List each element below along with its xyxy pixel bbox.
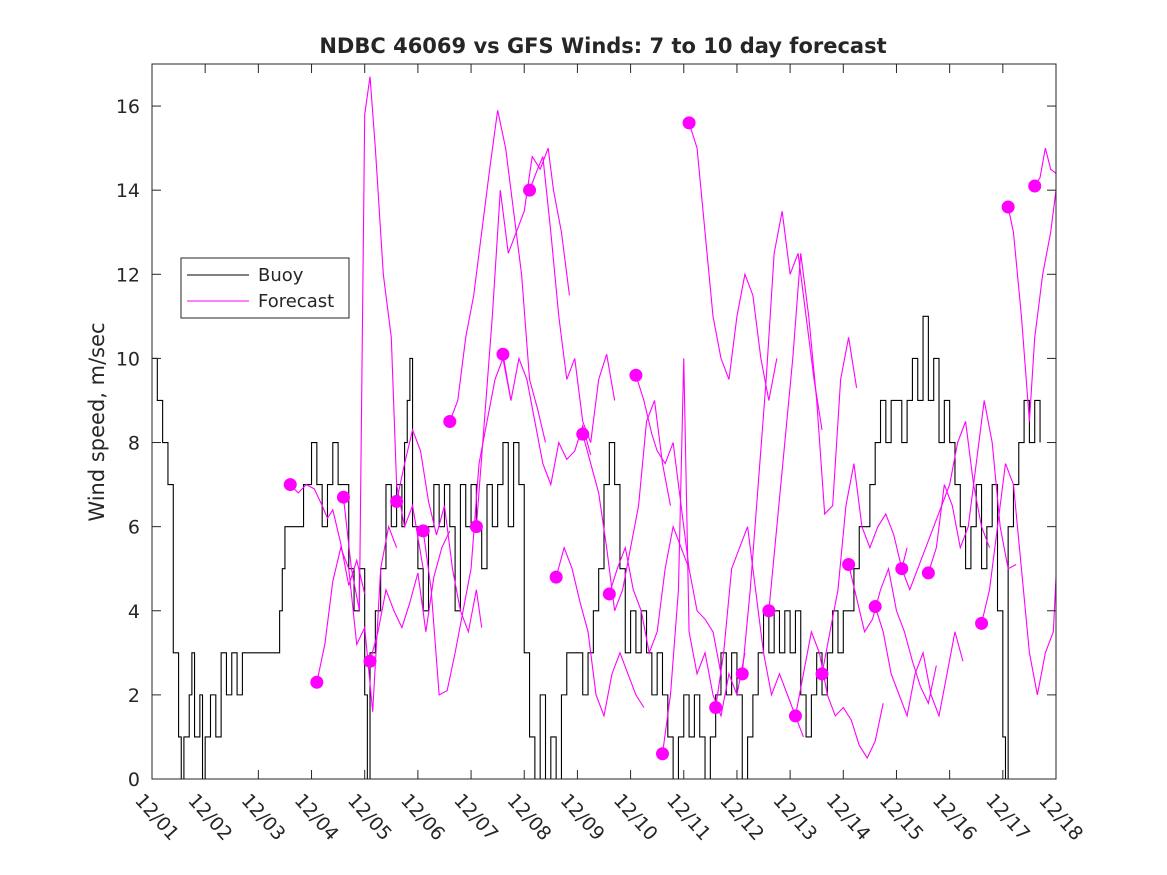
- forecast-series-line-2: [316, 524, 398, 712]
- legend-box: [180, 257, 350, 319]
- forecast-marker-5: [416, 524, 430, 538]
- buoy-series-line: [152, 315, 1041, 779]
- forecast-series-line-24: [901, 421, 991, 592]
- chart-title: NDBC 46069 vs GFS Winds: 7 to 10 day for…: [319, 34, 886, 58]
- forecast-series-line-7: [449, 110, 547, 443]
- forecast-marker-19: [788, 709, 802, 723]
- forecast-marker-11: [576, 427, 590, 441]
- forecast-series-line-25: [927, 400, 1017, 574]
- forecast-marker-16: [709, 701, 723, 714]
- forecast-series-line-20: [794, 629, 884, 760]
- forecast-marker-6: [443, 415, 457, 428]
- forecast-series-line-27: [1007, 190, 1056, 422]
- forecast-marker-20: [815, 667, 829, 681]
- legend-forecast-label: Forecast: [258, 291, 334, 312]
- forecast-marker-18: [762, 604, 776, 618]
- axes-box: [151, 63, 1057, 780]
- y-tick-label: 8: [128, 433, 140, 455]
- forecast-marker-25: [975, 616, 989, 630]
- forecast-marker-14: [655, 747, 669, 761]
- y-tick-label: 10: [116, 348, 140, 370]
- forecast-series-line-14: [635, 375, 722, 674]
- forecast-marker-17: [735, 667, 749, 681]
- plot-area: [152, 76, 1056, 779]
- forecast-marker-22: [868, 600, 882, 614]
- forecast-series-line-10: [529, 156, 616, 443]
- forecast-series-line-18: [741, 211, 823, 674]
- forecast-marker-4: [390, 494, 404, 508]
- forecast-marker-3: [363, 654, 377, 668]
- y-tick-label: 14: [116, 180, 140, 202]
- forecast-series-line-8: [475, 147, 570, 527]
- legend: Buoy Forecast: [180, 257, 350, 319]
- forecast-series-line-28: [1034, 147, 1056, 187]
- forecast-series-line-13: [608, 524, 690, 655]
- forecast-marker-15: [682, 116, 696, 130]
- forecast-series-line-3: [342, 76, 424, 611]
- forecast-series-line-21: [821, 463, 908, 674]
- forecast-series-line-26: [981, 463, 1056, 695]
- y-tick-label: 6: [128, 517, 140, 539]
- forecast-series-line-6: [422, 356, 512, 696]
- forecast-marker-24: [921, 566, 935, 580]
- y-tick-label: 0: [128, 769, 140, 791]
- forecast-series-line-11: [555, 545, 645, 718]
- forecast-marker-10: [549, 570, 563, 584]
- forecast-series-line-22: [848, 564, 937, 706]
- forecast-series-line-9: [502, 354, 592, 487]
- y-tick-label: 12: [116, 264, 140, 286]
- forecast-series-line-1: [289, 483, 366, 595]
- y-tick-label: 2: [128, 685, 140, 707]
- forecast-marker-1: [310, 675, 324, 689]
- forecast-marker-13: [629, 368, 643, 382]
- forecast-series-line-12: [582, 400, 672, 611]
- forecast-series-line-17: [715, 526, 804, 738]
- forecast-marker-26: [1001, 200, 1015, 214]
- forecast-marker-9: [523, 183, 537, 197]
- forecast-marker-7: [469, 520, 483, 534]
- forecast-series-line-4: [369, 530, 451, 662]
- forecast-series-line-16: [688, 122, 778, 401]
- y-tick-label: 4: [128, 601, 140, 623]
- forecast-marker-8: [496, 347, 510, 361]
- legend-buoy-label: Buoy: [258, 265, 304, 286]
- forecast-marker-0: [283, 478, 297, 492]
- forecast-series-line-19: [768, 253, 858, 611]
- forecast-marker-12: [602, 587, 616, 601]
- forecast-series-line-5: [396, 428, 483, 634]
- y-axis-label: Wind speed, m/sec: [85, 322, 109, 521]
- forecast-marker-23: [895, 562, 909, 576]
- forecast-series-line-15: [661, 358, 746, 754]
- forecast-marker-2: [336, 490, 350, 504]
- forecast-marker-27: [1028, 179, 1042, 193]
- y-tick-label: 16: [116, 96, 140, 118]
- forecast-marker-21: [842, 558, 856, 571]
- forecast-series-line-23: [874, 606, 964, 718]
